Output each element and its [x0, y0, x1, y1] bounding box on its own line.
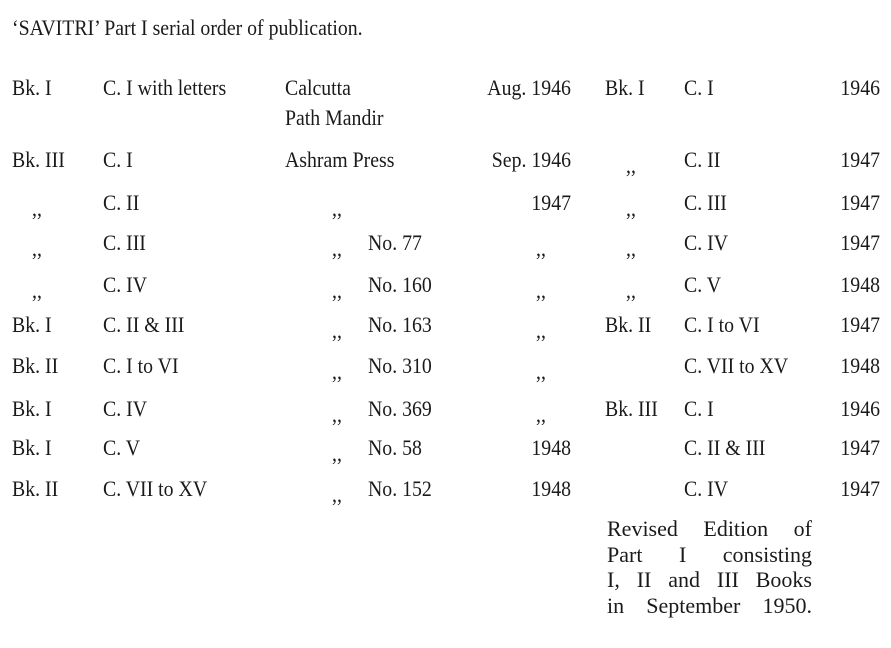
book-cell: Bk. I [12, 312, 52, 337]
right-year-cell: 1948 [840, 353, 880, 378]
right-book-cell: Bk. III [605, 396, 658, 421]
book-cell: Bk. II [12, 353, 59, 378]
press-cell-line2: Path Mandir [285, 105, 384, 130]
right-canto-cell: C. VII to XV [684, 353, 789, 378]
right-year-cell: 1947 [840, 435, 880, 460]
date-cell: ,, [536, 318, 546, 343]
canto-cell: C. IV [103, 396, 148, 421]
right-canto-cell: C. I [684, 396, 714, 421]
canto-cell: C. VII to XV [103, 476, 208, 501]
number-cell: No. 152 [368, 476, 432, 501]
number-cell: No. 163 [368, 312, 432, 337]
ditto-cell: ,, [332, 196, 342, 221]
canto-cell: C. I [103, 147, 133, 172]
book-cell: Bk. III [12, 147, 65, 172]
canto-cell: C. IV [103, 272, 148, 297]
note-line: in September 1950. [607, 592, 812, 618]
ditto-cell: ,, [332, 236, 342, 261]
date-cell: ,, [536, 359, 546, 384]
right-year-cell: 1947 [840, 230, 880, 255]
right-year-cell: 1948 [840, 272, 880, 297]
note-line: I, II and III Books [607, 567, 812, 592]
date-cell: Aug. 1946 [487, 75, 571, 100]
right-book-cell: ,, [626, 153, 636, 178]
right-canto-cell: C. IV [684, 230, 729, 255]
ditto-cell: ,, [332, 278, 342, 303]
date-cell: 1947 [531, 190, 571, 215]
note-line: Part I consisting [607, 541, 812, 567]
number-cell: No. 160 [368, 272, 432, 297]
date-cell: ,, [536, 278, 546, 303]
right-canto-cell: C. V [684, 272, 722, 297]
right-canto-cell: C. IV [684, 476, 729, 501]
right-year-cell: 1947 [840, 147, 880, 172]
document-title: ‘SAVITRI’ Part I serial order of publica… [12, 15, 363, 40]
right-book-cell: Bk. II [605, 312, 652, 337]
canto-cell: C. V [103, 435, 141, 460]
date-cell: Sep. 1946 [491, 147, 571, 172]
note-line: Revised Edition of [607, 516, 812, 541]
right-book-cell: ,, [626, 196, 636, 221]
date-cell: ,, [536, 236, 546, 261]
right-book-cell: Bk. I [605, 75, 645, 100]
number-cell: No. 369 [368, 396, 432, 421]
date-cell: 1948 [531, 476, 571, 501]
number-cell: No. 77 [368, 230, 422, 255]
book-cell: Bk. I [12, 75, 52, 100]
canto-cell: C. III [103, 230, 146, 255]
book-cell: ,, [32, 196, 42, 221]
canto-cell: C. II & III [103, 312, 185, 337]
ditto-cell: ,, [332, 482, 342, 507]
revised-edition-note: Revised Edition of Part I consisting I, … [607, 516, 812, 618]
ditto-cell: ,, [332, 359, 342, 384]
book-cell: Bk. I [12, 396, 52, 421]
right-book-cell: ,, [626, 236, 636, 261]
right-year-cell: 1947 [840, 312, 880, 337]
right-year-cell: 1947 [840, 190, 880, 215]
ditto-cell: ,, [332, 318, 342, 343]
right-book-cell: ,, [626, 278, 636, 303]
canto-cell: C. I with letters [103, 75, 227, 100]
number-cell: No. 310 [368, 353, 432, 378]
date-cell: ,, [536, 402, 546, 427]
book-cell: Bk. II [12, 476, 59, 501]
right-year-cell: 1946 [840, 75, 880, 100]
right-year-cell: 1946 [840, 396, 880, 421]
book-cell: ,, [32, 278, 42, 303]
ditto-cell: ,, [332, 402, 342, 427]
book-cell: ,, [32, 236, 42, 261]
book-cell: Bk. I [12, 435, 52, 460]
right-canto-cell: C. I [684, 75, 714, 100]
right-year-cell: 1947 [840, 476, 880, 501]
date-cell: 1948 [531, 435, 571, 460]
right-canto-cell: C. II [684, 147, 721, 172]
number-cell: No. 58 [368, 435, 422, 460]
right-canto-cell: C. II & III [684, 435, 766, 460]
right-canto-cell: C. III [684, 190, 727, 215]
press-cell: Calcutta [285, 75, 351, 100]
press-cell: Ashram Press [285, 147, 395, 172]
canto-cell: C. II [103, 190, 140, 215]
ditto-cell: ,, [332, 441, 342, 466]
right-canto-cell: C. I to VI [684, 312, 760, 337]
canto-cell: C. I to VI [103, 353, 179, 378]
